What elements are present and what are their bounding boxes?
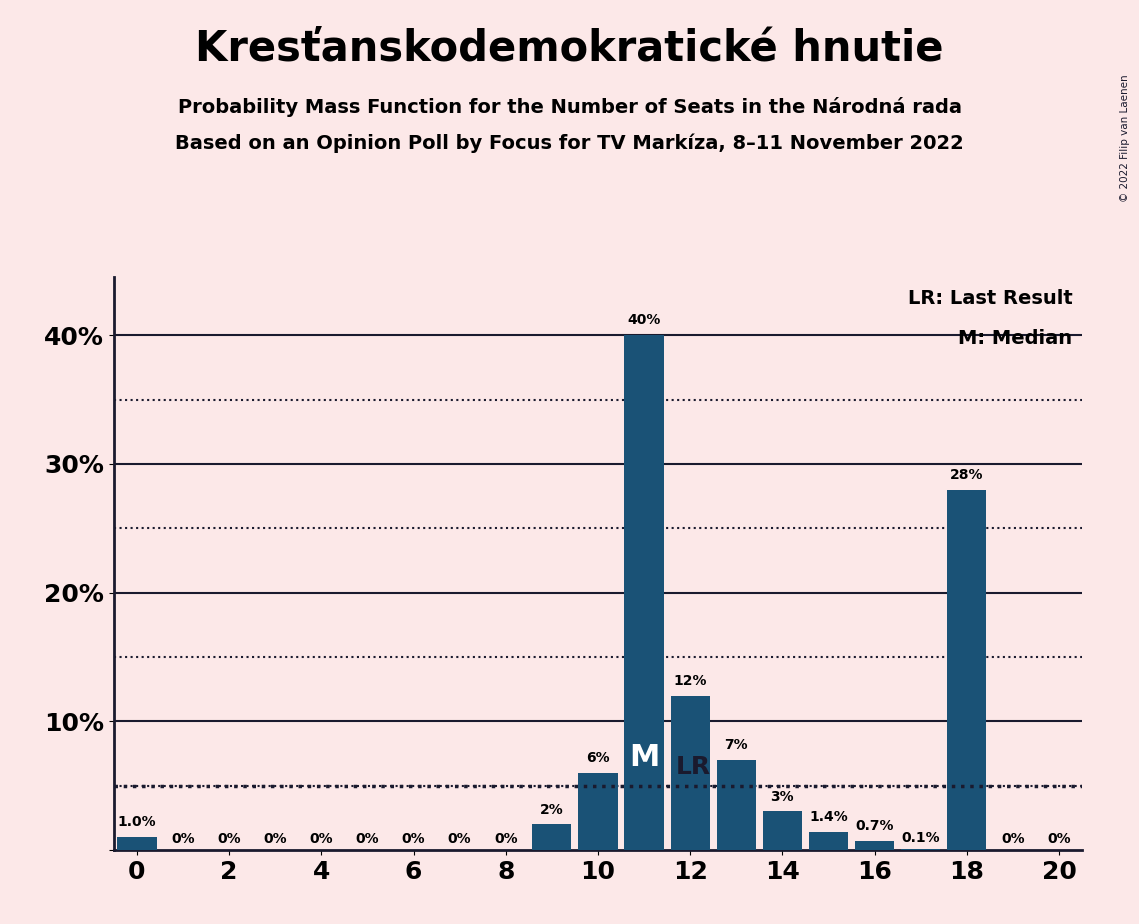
Text: 0%: 0% [218,833,241,846]
Bar [117,837,156,850]
Text: 0.7%: 0.7% [855,820,894,833]
Bar [763,811,802,850]
Bar [579,772,617,850]
Text: Kresťanskodemokratické hnutie: Kresťanskodemokratické hnutie [195,28,944,69]
Bar [901,849,941,850]
Text: 0%: 0% [448,833,472,846]
Text: M: Median: M: Median [958,329,1073,347]
Text: 0.1%: 0.1% [901,831,940,845]
Text: 7%: 7% [724,738,748,752]
Bar [809,832,849,850]
Text: 0%: 0% [310,833,334,846]
Text: 0%: 0% [1001,833,1025,846]
Text: Probability Mass Function for the Number of Seats in the Národná rada: Probability Mass Function for the Number… [178,97,961,117]
Text: 0%: 0% [402,833,425,846]
Text: 0%: 0% [355,833,379,846]
Text: 6%: 6% [587,751,609,765]
Text: 28%: 28% [950,468,984,482]
Text: 0%: 0% [494,833,517,846]
Text: 1.0%: 1.0% [117,816,156,830]
Bar [716,760,756,850]
Bar [532,824,572,850]
Text: 2%: 2% [540,803,564,817]
Bar [624,335,664,850]
Text: LR: Last Result: LR: Last Result [908,288,1073,308]
Text: 1.4%: 1.4% [809,810,847,824]
Bar [948,490,986,850]
Text: 3%: 3% [771,790,794,804]
Text: M: M [629,743,659,772]
Text: Based on an Opinion Poll by Focus for TV Markíza, 8–11 November 2022: Based on an Opinion Poll by Focus for TV… [175,134,964,153]
Text: 12%: 12% [673,674,707,687]
Bar [855,841,894,850]
Text: 0%: 0% [1047,833,1071,846]
Text: 0%: 0% [171,833,195,846]
Bar [671,696,710,850]
Text: 0%: 0% [263,833,287,846]
Text: © 2022 Filip van Laenen: © 2022 Filip van Laenen [1120,74,1130,201]
Text: LR: LR [675,755,711,779]
Text: 40%: 40% [628,313,661,327]
